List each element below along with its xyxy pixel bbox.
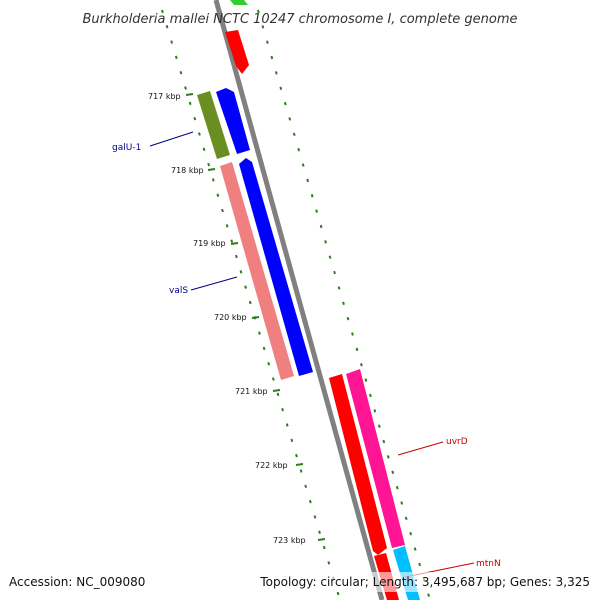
tick-label: 717 kbp: [148, 92, 181, 101]
tick-ring-outer: [161, 9, 341, 600]
gene-label-valS: valS: [169, 286, 188, 296]
cds-valS[interactable]: [239, 158, 313, 376]
tick-label: 722 kbp: [255, 461, 288, 470]
gene-uvrD[interactable]: [329, 374, 387, 555]
accession-text: Accession: NC_009080: [9, 575, 145, 589]
tick-label: 719 kbp: [193, 239, 226, 248]
tick-label: 721 kbp: [235, 387, 268, 396]
tick-label: 718 kbp: [171, 166, 204, 175]
tick-mark: [317, 538, 326, 541]
genome-summary-text: Topology: circular; Length: 3,495,687 bp…: [259, 575, 590, 589]
gene-galU-1[interactable]: [197, 91, 230, 159]
major-ticks: [185, 93, 326, 541]
genome-backbone: [213, 0, 385, 600]
tick-mark: [230, 242, 239, 245]
tick-label: 723 kbp: [273, 536, 306, 545]
footer-backing: [0, 572, 600, 592]
tick-labels: 717 kbp 718 kbp 719 kbp 720 kbp 721 kbp …: [148, 92, 306, 545]
gene-label-mtnN: mtnN: [476, 559, 501, 569]
gene-label-uvrD: uvrD: [446, 437, 468, 447]
leader-valS: [190, 276, 238, 291]
leader-galU-1: [149, 131, 194, 147]
leader-uvrD: [397, 441, 444, 456]
tick-mark: [207, 168, 216, 171]
gene-feature-green[interactable]: [230, 0, 248, 5]
tick-mark: [272, 389, 281, 392]
tick-ring-inner: [257, 9, 431, 600]
tick-label: 720 kbp: [214, 313, 247, 322]
gene-feature-red-top[interactable]: [225, 30, 249, 74]
gene-valS[interactable]: [220, 162, 294, 380]
cds-galU-1[interactable]: [216, 88, 250, 154]
tick-mark: [185, 93, 194, 96]
tick-mark: [295, 463, 304, 466]
map-title: Burkholderia mallei NCTC 10247 chromosom…: [82, 12, 517, 27]
gene-label-galU-1: galU-1: [112, 143, 141, 153]
cds-uvrD[interactable]: [346, 369, 405, 548]
tick-mark: [251, 316, 260, 319]
